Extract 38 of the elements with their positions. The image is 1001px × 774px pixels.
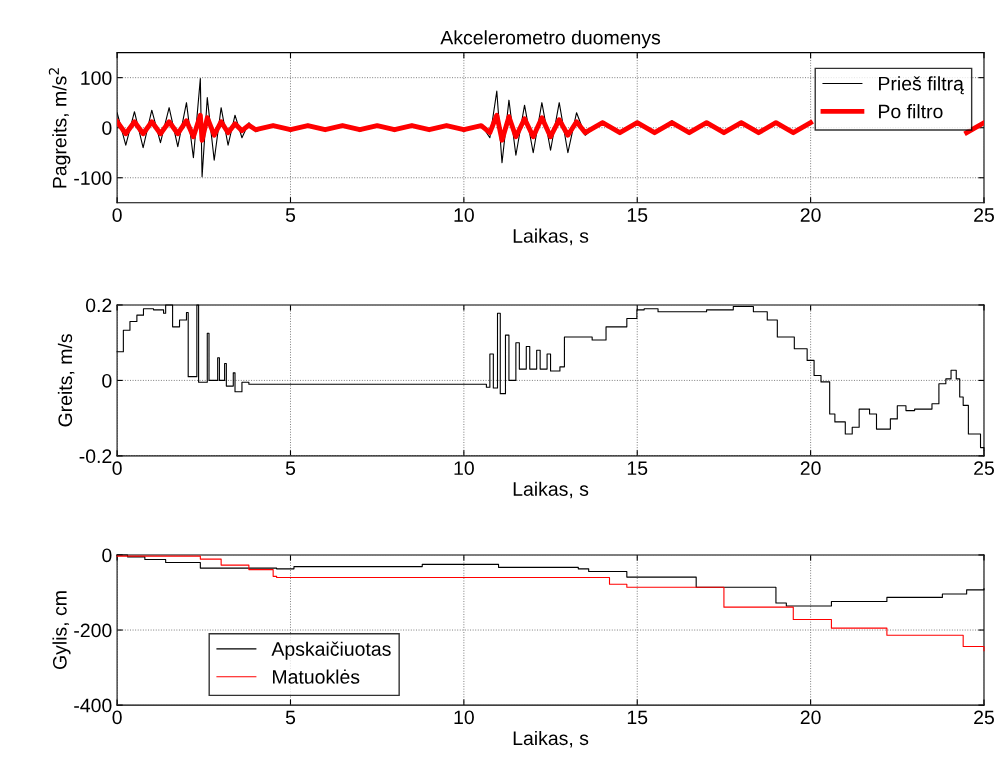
x-tick-label: 0 xyxy=(112,461,122,476)
x-tick-label: 15 xyxy=(627,461,648,476)
y-tick-label: 0 xyxy=(102,548,112,563)
x-tick-label: 20 xyxy=(800,710,821,725)
y-axis-title: Gylis, cm xyxy=(52,591,71,670)
x-tick-label: 5 xyxy=(285,208,296,222)
y-tick-label: -200 xyxy=(74,623,112,638)
x-tick-label: 10 xyxy=(454,461,474,476)
x-tick-label: 10 xyxy=(454,710,474,725)
y-axis-title: Greits, m/s xyxy=(57,334,75,427)
x-tick-label: 5 xyxy=(285,710,296,725)
y-axis-title: Pagreits, m/s$^{2}$ xyxy=(48,68,71,188)
x-axis-title: Laikas, s xyxy=(513,730,589,748)
x-axis-title: Laikas, s xyxy=(513,481,589,499)
x-axis-title: Laikas, s xyxy=(513,228,589,246)
x-tick-label: 20 xyxy=(800,461,821,476)
x-tick-label: 0 xyxy=(112,208,122,222)
x-tick-label: 15 xyxy=(627,710,648,725)
legend-label: Prieš filtrą xyxy=(879,76,964,95)
y-tick-label: 100 xyxy=(81,71,112,85)
y-tick-label: 0 xyxy=(102,121,112,135)
x-tick-label: 25 xyxy=(974,461,994,476)
x-tick-label: 25 xyxy=(974,710,994,725)
x-tick-label: 25 xyxy=(974,208,994,222)
x-tick-label: 5 xyxy=(285,461,296,476)
chart-title: Akcelerometro duomenys xyxy=(440,30,661,49)
x-tick-label: 20 xyxy=(800,208,821,222)
x-tick-label: 10 xyxy=(454,208,474,222)
x-tick-label: 15 xyxy=(627,208,648,222)
y-tick-label: -100 xyxy=(74,171,112,185)
y-tick-label: -0.2 xyxy=(79,449,112,464)
x-tick-label: 0 xyxy=(112,710,122,725)
legend-label: Matuoklės xyxy=(273,669,360,684)
legend-label: Po filtro xyxy=(879,104,943,119)
y-tick-label: 0.2 xyxy=(85,298,112,313)
legend-label: Apskaičiuotas xyxy=(271,641,391,660)
y-tick-label: -400 xyxy=(74,698,112,713)
y-tick-label: 0 xyxy=(102,373,112,388)
